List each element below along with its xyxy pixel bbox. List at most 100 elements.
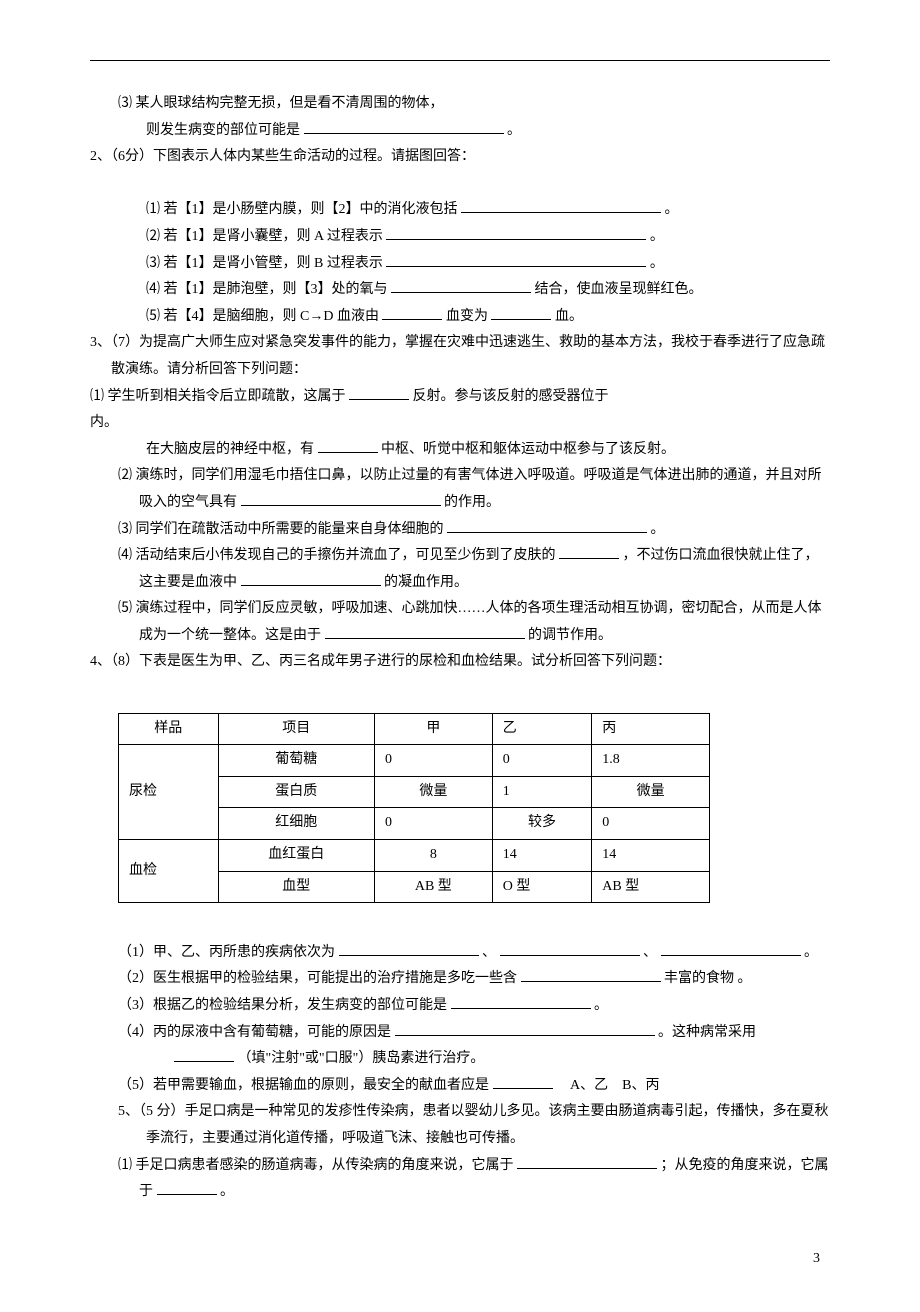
blank-q2-5b: [491, 305, 551, 320]
q3-5b: 的调节作用。: [528, 628, 612, 643]
cell-blood: 血检: [119, 840, 219, 903]
blank-q3-4b: [241, 571, 381, 586]
th-yi: 乙: [492, 713, 592, 745]
q4-5b: A、乙 B、丙: [556, 1078, 659, 1093]
q3-1a: ⑴ 学生听到相关指令后立即疏散，这属于: [90, 389, 346, 404]
q2-4: ⑷ 若【1】是肺泡壁，则【3】处的氧与 结合，使血液呈现鲜红色。: [90, 277, 830, 304]
q2-2a: ⑵ 若【1】是肾小囊壁，则 A 过程表示: [146, 229, 383, 244]
blank-q4-4a: [395, 1021, 655, 1036]
q1-3a-text: ⑶ 某人眼球结构完整无损，但是看不清周围的物体，: [118, 96, 444, 111]
q4-1a: （1）甲、乙、丙所患的疾病依次为: [118, 945, 335, 960]
cell: 1.8: [592, 745, 710, 777]
blank-q4-2: [521, 967, 661, 982]
q5-1: ⑴ 手足口病患者感染的肠道病毒，从传染病的角度来说，它属于 ；从免疫的角度来说，…: [90, 1153, 830, 1206]
q3-1d-line: 在大脑皮层的神经中枢，有 中枢、听觉中枢和躯体运动中枢参与了该反射。: [90, 437, 830, 464]
q2-4a: ⑷ 若【1】是肺泡壁，则【3】处的氧与: [146, 282, 388, 297]
q3-2: ⑵ 演练时，同学们用湿毛巾捂住口鼻，以防止过量的有害气体进入呼吸道。呼吸道是气体…: [90, 463, 830, 516]
blank-q4-3: [451, 994, 591, 1009]
q4-4a: （4）丙的尿液中含有葡萄糖，可能的原因是: [118, 1025, 391, 1040]
q3-4a: ⑷ 活动结束后小伟发现自己的手擦伤并流血了，可见至少伤到了皮肤的: [118, 548, 556, 563]
q3-head: 3、（7）为提高广大师生应对紧急突发事件的能力，掌握在灾难中迅速逃生、救助的基本…: [90, 330, 830, 383]
th-sample: 样品: [119, 713, 219, 745]
q4-4: （4）丙的尿液中含有葡萄糖，可能的原因是 。这种病常采用: [90, 1020, 830, 1047]
q2-4b: 结合，使血液呈现鲜红色。: [535, 282, 703, 297]
cell: 0: [592, 808, 710, 840]
table-row: 血检 血红蛋白 8 14 14: [119, 840, 710, 872]
q2-3: ⑶ 若【1】是肾小管壁，则 B 过程表示 。: [90, 251, 830, 278]
q4-head: 4、（8）下表是医生为甲、乙、丙三名成年男子进行的尿检和血检结果。试分析回答下列…: [90, 649, 830, 676]
cell: O 型: [492, 871, 592, 903]
q4-1b: 、: [482, 945, 496, 960]
q4-2b: 丰富的食物 。: [664, 971, 752, 986]
blank-q4-5: [493, 1074, 553, 1089]
q4-2a: （2）医生根据甲的检验结果，可能提出的治疗措施是多吃一些含: [118, 971, 517, 986]
q3-1e: 中枢、听觉中枢和躯体运动中枢参与了该反射。: [381, 442, 675, 457]
q4-4c: （填"注射"或"口服"）胰岛素进行治疗。: [238, 1051, 485, 1066]
q2-3a: ⑶ 若【1】是肾小管壁，则 B 过程表示: [146, 256, 383, 271]
blank-q2-4: [391, 278, 531, 293]
blank-q3-2: [241, 491, 441, 506]
q4-3: （3）根据乙的检验结果分析，发生病变的部位可能是 。: [90, 993, 830, 1020]
blank-q2-5a: [382, 305, 442, 320]
q3-3: ⑶ 同学们在疏散活动中所需要的能量来自身体细胞的 。: [90, 517, 830, 544]
q4-1d: 。: [804, 945, 818, 960]
q2-5b: 血变为: [446, 309, 488, 324]
blank-q3-1a: [349, 385, 409, 400]
page-number: 3: [90, 1246, 830, 1273]
q5-head: 5、（5 分）手足口病是一种常见的发疹性传染病，患者以婴幼儿多见。该病主要由肠道…: [90, 1099, 830, 1152]
cell: 红细胞: [218, 808, 374, 840]
q5-1c: 。: [220, 1184, 234, 1199]
blank-q2-1: [461, 198, 661, 213]
q2-1: ⑴ 若【1】是小肠壁内膜，则【2】中的消化液包括 。: [90, 197, 830, 224]
q3-4: ⑷ 活动结束后小伟发现自己的手擦伤并流血了，可见至少伤到了皮肤的 ，不过伤口流血…: [90, 543, 830, 596]
q3-2b: 的作用。: [444, 495, 500, 510]
cell: 0: [374, 745, 492, 777]
q4-1c: 、: [643, 945, 657, 960]
cell: 蛋白质: [218, 776, 374, 808]
th-item: 项目: [218, 713, 374, 745]
q4-1: （1）甲、乙、丙所患的疾病依次为 、 、 。: [90, 940, 830, 967]
blank-q4-1a: [339, 941, 479, 956]
blank-q5-1a: [517, 1154, 657, 1169]
table-header-row: 样品 项目 甲 乙 丙: [119, 713, 710, 745]
cell: 8: [374, 840, 492, 872]
blank-q4-4b: [174, 1047, 234, 1062]
q2-1b: 。: [665, 202, 679, 217]
cell: 0: [492, 745, 592, 777]
q1-3c-text: 。: [507, 123, 521, 138]
q3-3b: 。: [651, 522, 665, 537]
cell: 葡萄糖: [218, 745, 374, 777]
q3-4c: 的凝血作用。: [384, 575, 468, 590]
table-row: 尿检 葡萄糖 0 0 1.8: [119, 745, 710, 777]
q4-table: 样品 项目 甲 乙 丙 尿检 葡萄糖 0 0 1.8 蛋白质 微量 1 微量 红…: [118, 713, 710, 904]
blank-q4-1c: [661, 941, 801, 956]
blank-q1-3: [304, 119, 504, 134]
cell: 血型: [218, 871, 374, 903]
q4-4c-line: （填"注射"或"口服"）胰岛素进行治疗。: [90, 1046, 830, 1073]
cell: 较多: [492, 808, 592, 840]
cell: 微量: [592, 776, 710, 808]
q4-3a: （3）根据乙的检验结果分析，发生病变的部位可能是: [118, 998, 447, 1013]
q1-3-line2: 则发生病变的部位可能是 。: [90, 118, 830, 145]
blank-q3-1d: [318, 438, 378, 453]
q3-1c: 内。: [90, 415, 118, 430]
blank-q3-5: [325, 624, 525, 639]
q2-5a: ⑸ 若【4】是脑细胞，则 C→D 血液由: [146, 309, 379, 324]
q1-3b-text: 则发生病变的部位可能是: [146, 123, 300, 138]
q4-5a: （5）若甲需要输血，根据输血的原则，最安全的献血者应是: [118, 1078, 489, 1093]
q2-head: 2、（6分）下图表示人体内某些生命活动的过程。请据图回答：: [90, 144, 830, 171]
cell: 14: [492, 840, 592, 872]
cell: AB 型: [592, 871, 710, 903]
cell-urine: 尿检: [119, 745, 219, 840]
q3-1c-line: 内。: [90, 410, 830, 437]
q3-5: ⑸ 演练过程中，同学们反应灵敏，呼吸加速、心跳加快……人体的各项生理活动相互协调…: [90, 596, 830, 649]
q4-2: （2）医生根据甲的检验结果，可能提出的治疗措施是多吃一些含 丰富的食物 。: [90, 966, 830, 993]
th-jia: 甲: [374, 713, 492, 745]
q3-3a: ⑶ 同学们在疏散活动中所需要的能量来自身体细胞的: [118, 522, 444, 537]
blank-q3-3: [447, 518, 647, 533]
q2-2b: 。: [650, 229, 664, 244]
q3-1b: 反射。参与该反射的感受器位于: [413, 389, 609, 404]
cell: 0: [374, 808, 492, 840]
cell: AB 型: [374, 871, 492, 903]
q5-1a: ⑴ 手足口病患者感染的肠道病毒，从传染病的角度来说，它属于: [118, 1158, 514, 1173]
